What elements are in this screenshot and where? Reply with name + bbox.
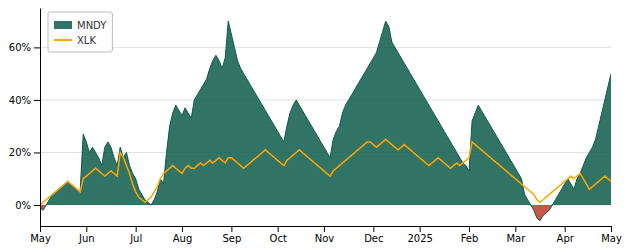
x-tick: May <box>601 226 622 244</box>
x-tick-label: Jul <box>129 233 142 244</box>
chart-svg: 0% 20% 40% 60% May Jun Jul Aug Sep Oct Nov Dec 2025 F… <box>0 0 625 250</box>
x-axis-line <box>41 226 612 227</box>
x-tick-label: Apr <box>557 233 575 244</box>
marks <box>40 21 611 221</box>
x-axis: May Jun Jul Aug Sep Oct Nov Dec 2025 Feb Mar Apr May <box>30 226 622 244</box>
legend-item: MNDY <box>54 20 107 31</box>
chart-container: 0% 20% 40% 60% May Jun Jul Aug Sep Oct Nov Dec 2025 F… <box>0 0 625 250</box>
legend-box <box>48 12 112 52</box>
x-tick-mark <box>86 226 87 232</box>
x-tick-mark <box>231 226 232 232</box>
x-tick: Nov <box>315 226 335 244</box>
x-tick-label: May <box>30 233 51 244</box>
x-tick-mark <box>40 226 41 232</box>
y-tick: 0% <box>15 200 40 211</box>
x-tick-mark <box>420 226 421 232</box>
x-tick-label: Dec <box>364 233 383 244</box>
x-tick-mark <box>611 226 612 232</box>
x-tick: Jul <box>129 226 142 244</box>
y-tick-mark <box>34 100 40 101</box>
x-tick-label: Aug <box>173 233 193 244</box>
x-tick-mark <box>373 226 374 232</box>
x-tick-mark <box>182 226 183 232</box>
y-tick-mark <box>34 47 40 48</box>
legend: MNDY XLK <box>48 12 112 52</box>
y-tick: 20% <box>9 147 40 158</box>
x-tick: Jun <box>78 226 95 244</box>
x-tick-label: 2025 <box>407 233 432 244</box>
x-tick-mark <box>565 226 566 232</box>
y-axis: 0% 20% 40% 60% <box>9 9 41 227</box>
y-tick-label: 20% <box>9 147 31 158</box>
x-tick: Oct <box>270 226 287 244</box>
y-tick: 60% <box>9 42 40 53</box>
y-tick-mark <box>34 152 40 153</box>
x-tick-mark <box>136 226 137 232</box>
line <box>40 139 611 205</box>
grid-line <box>40 99 611 100</box>
x-tick: Aug <box>173 226 193 244</box>
x-tick-label: May <box>601 233 622 244</box>
x-tick-label: Nov <box>315 233 335 244</box>
y-tick: 40% <box>9 95 40 106</box>
y-axis-line <box>40 9 41 227</box>
x-tick-label: Sep <box>222 233 241 244</box>
legend-label: MNDY <box>77 20 107 31</box>
area-outline <box>40 21 611 221</box>
x-tick: Feb <box>461 226 479 244</box>
x-tick: Apr <box>557 226 575 244</box>
legend-swatch <box>54 39 72 41</box>
x-tick: Sep <box>222 226 241 244</box>
x-tick-mark <box>324 226 325 232</box>
y-tick-label: 0% <box>15 200 31 211</box>
x-tick-label: Mar <box>506 233 526 244</box>
x-tick-label: Oct <box>270 233 287 244</box>
legend-label: XLK <box>77 35 96 46</box>
legend-swatch <box>54 21 72 29</box>
x-tick-mark <box>469 226 470 232</box>
legend-item: XLK <box>54 35 96 46</box>
y-tick-mark <box>34 205 40 206</box>
x-tick: Dec <box>364 226 383 244</box>
x-tick: 2025 <box>407 226 432 244</box>
x-tick-label: Feb <box>461 233 479 244</box>
y-tick-label: 60% <box>9 42 31 53</box>
x-tick-label: Jun <box>78 233 95 244</box>
grid-line <box>40 47 611 48</box>
plot-area: 0% 20% 40% 60% May Jun Jul Aug Sep Oct Nov Dec 2025 F… <box>9 9 622 245</box>
y-tick-label: 40% <box>9 95 31 106</box>
x-tick-mark <box>278 226 279 232</box>
x-tick-mark <box>515 226 516 232</box>
x-tick: May <box>30 226 51 244</box>
x-tick: Mar <box>506 226 526 244</box>
area <box>40 21 611 221</box>
